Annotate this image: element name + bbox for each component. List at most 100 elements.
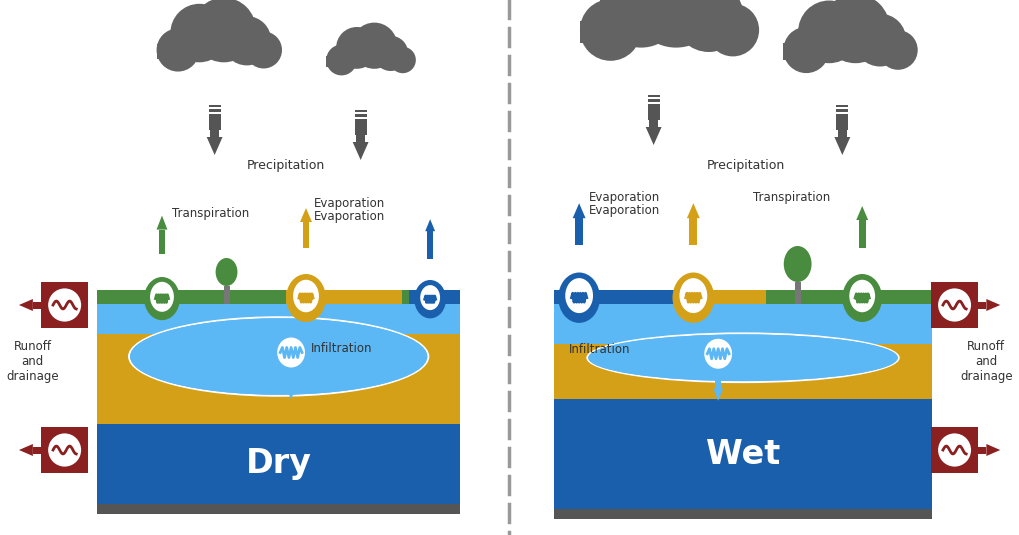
Polygon shape (300, 208, 312, 222)
Circle shape (580, 0, 641, 61)
Bar (931, 426, 978, 473)
Bar (33, 302, 47, 309)
Text: Precipitation: Precipitation (707, 158, 785, 172)
Text: Wet: Wet (706, 438, 781, 470)
Text: Runoff
and
drainage: Runoff and drainage (960, 340, 1013, 383)
Circle shape (47, 287, 83, 323)
Bar (355, 112, 367, 114)
Bar (648, 97, 659, 99)
Bar (554, 290, 931, 304)
Bar (209, 107, 220, 109)
Circle shape (389, 47, 416, 73)
Ellipse shape (680, 278, 707, 313)
Text: Evaporation: Evaporation (314, 210, 385, 223)
Circle shape (192, 0, 256, 62)
Polygon shape (353, 142, 369, 160)
Polygon shape (646, 127, 661, 145)
Ellipse shape (293, 280, 319, 312)
Circle shape (798, 1, 860, 63)
Ellipse shape (588, 334, 898, 381)
Circle shape (170, 4, 228, 62)
Circle shape (878, 30, 918, 70)
Circle shape (373, 36, 409, 71)
Text: Evaporation: Evaporation (314, 196, 385, 210)
Bar (157, 44, 267, 59)
Polygon shape (687, 203, 700, 218)
Ellipse shape (286, 274, 326, 322)
Bar (795, 282, 801, 304)
Circle shape (157, 28, 200, 72)
Circle shape (352, 22, 397, 69)
Bar (33, 447, 47, 454)
Bar (575, 218, 583, 245)
Bar (288, 378, 294, 387)
Circle shape (326, 44, 357, 75)
Polygon shape (157, 216, 167, 230)
Bar (554, 344, 931, 399)
Text: Precipitation: Precipitation (247, 158, 325, 172)
Circle shape (936, 287, 972, 323)
Text: Dry: Dry (246, 447, 312, 480)
Bar (98, 290, 460, 304)
Bar (159, 230, 165, 254)
Circle shape (599, 0, 683, 48)
Ellipse shape (144, 277, 180, 320)
Bar (357, 110, 365, 142)
Circle shape (246, 32, 282, 68)
Ellipse shape (128, 316, 429, 397)
Circle shape (336, 27, 378, 69)
Polygon shape (286, 387, 297, 400)
Bar (648, 95, 659, 120)
Bar (355, 117, 367, 119)
Bar (554, 290, 675, 304)
Polygon shape (986, 444, 1001, 456)
Text: Transpiration: Transpiration (753, 190, 830, 204)
Polygon shape (856, 206, 868, 220)
Ellipse shape (586, 332, 900, 383)
Text: Transpiration: Transpiration (172, 207, 250, 220)
Bar (98, 334, 460, 424)
Bar (554, 399, 931, 509)
Bar (837, 107, 848, 109)
Text: Infiltration: Infiltration (570, 343, 631, 356)
Polygon shape (573, 203, 586, 218)
Bar (859, 220, 866, 248)
Bar (98, 504, 460, 514)
Circle shape (821, 0, 890, 63)
Bar (972, 447, 986, 454)
Bar (649, 95, 658, 127)
Ellipse shape (784, 246, 811, 282)
Circle shape (854, 14, 906, 66)
Ellipse shape (849, 280, 875, 312)
Circle shape (47, 432, 83, 468)
Polygon shape (713, 389, 723, 401)
Circle shape (222, 16, 271, 65)
Bar (326, 56, 405, 66)
Bar (42, 426, 88, 473)
Bar (773, 290, 931, 304)
Text: Infiltration: Infiltration (311, 342, 373, 355)
Bar (209, 112, 220, 114)
Polygon shape (835, 137, 850, 155)
Bar (931, 281, 978, 328)
Polygon shape (19, 299, 33, 311)
Bar (683, 290, 765, 304)
Ellipse shape (277, 338, 305, 368)
Ellipse shape (588, 334, 898, 381)
Bar (210, 105, 219, 137)
Bar (784, 43, 902, 60)
Bar (715, 379, 721, 389)
Ellipse shape (843, 274, 882, 322)
Bar (972, 302, 986, 309)
Ellipse shape (415, 280, 446, 318)
Ellipse shape (558, 272, 600, 323)
Ellipse shape (216, 258, 237, 286)
Circle shape (630, 0, 721, 48)
Text: Evaporation: Evaporation (589, 190, 660, 204)
Circle shape (784, 27, 829, 73)
Bar (838, 105, 847, 137)
Bar (98, 290, 286, 304)
Ellipse shape (566, 278, 593, 313)
Bar (580, 21, 738, 43)
Bar (690, 218, 697, 245)
